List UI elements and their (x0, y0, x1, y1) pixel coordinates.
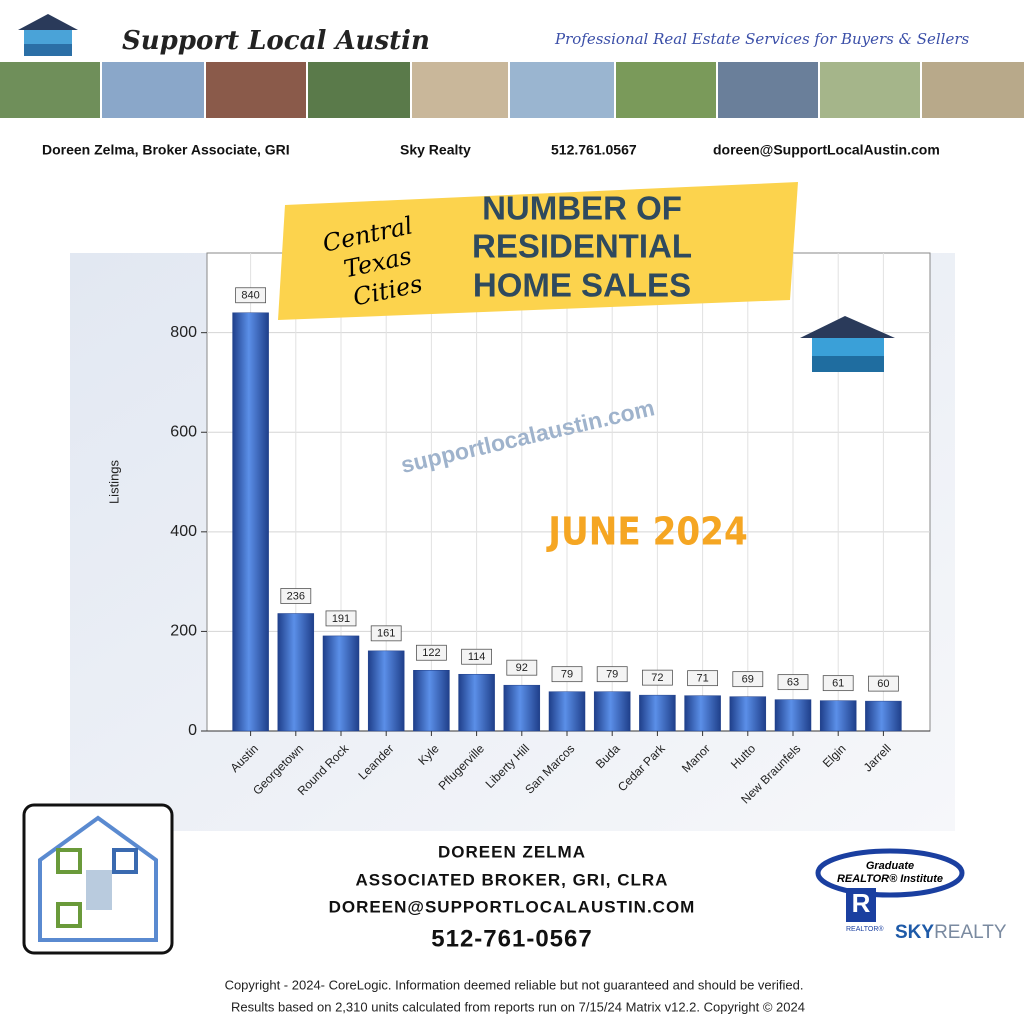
value-label-box (461, 648, 493, 665)
bar (367, 650, 405, 732)
chart-title: NUMBER OF (482, 190, 682, 227)
agent: Doreen Zelma, Broker Associate, GRI (42, 142, 290, 158)
value-label: 61 (832, 678, 844, 690)
sky-logo: SKYREALTY (895, 922, 1007, 943)
value-label-box (280, 588, 312, 604)
value-label: 191 (332, 613, 350, 625)
value-label-box (687, 670, 718, 687)
gri-logo: Graduate REALTOR® Institute R REALTOR® (815, 848, 965, 933)
bar (458, 673, 495, 732)
house-icon (800, 316, 895, 372)
value-label-box (732, 671, 764, 688)
y-tick-label: 400 (170, 523, 197, 540)
bar (503, 684, 541, 732)
contact-email: DOREEN@SUPPORTLOCALAUSTIN.COM (329, 897, 696, 916)
value-label-box (642, 669, 673, 686)
phone: 512.761.0567 (551, 142, 637, 158)
chart-title: HOME SALES (473, 267, 691, 304)
sky: SKY (895, 922, 934, 943)
contact-phone: 512-761-0567 (431, 925, 592, 952)
bar (548, 691, 586, 732)
email: doreen@SupportLocalAustin.com (713, 142, 940, 158)
plot-area (206, 252, 931, 732)
y-axis-label: Listings (106, 459, 121, 504)
value-label: 79 (606, 669, 618, 681)
photo-strip (0, 62, 1024, 118)
y-tick-label: 800 (170, 324, 197, 341)
house-logo (18, 14, 78, 56)
contact-role: ASSOCIATED BROKER, GRI, CLRA (356, 870, 669, 889)
title-banner (278, 182, 798, 320)
annotation: JUNE 2024 (546, 510, 747, 554)
value-label: 60 (877, 678, 889, 690)
value-label-box (415, 644, 447, 661)
value-label-box (370, 625, 402, 642)
value-label: 71 (696, 673, 708, 685)
value-label: 69 (742, 674, 754, 686)
value-label-box (596, 666, 628, 683)
value-label-box (325, 610, 357, 627)
svg-text:R: R (852, 888, 871, 918)
bar (593, 691, 631, 732)
value-label: 63 (787, 677, 799, 689)
qr-code (22, 803, 174, 955)
value-label-box (506, 659, 538, 676)
bar (277, 613, 315, 732)
value-label: 161 (377, 628, 395, 640)
tagline: Professional Real Estate Services for Bu… (554, 30, 970, 48)
value-label: 92 (516, 662, 528, 674)
value-label-box (551, 666, 583, 683)
bar (819, 700, 857, 732)
value-label-box (235, 287, 267, 304)
realtor-text: REALTOR® (846, 925, 884, 933)
contact-name: DOREEN ZELMA (438, 842, 586, 861)
gri-text: Graduate (866, 860, 914, 872)
bar (639, 694, 676, 732)
bar (774, 699, 812, 732)
brand: Support Local Austin (122, 26, 430, 56)
y-tick-label: 200 (170, 623, 197, 640)
bar (729, 696, 767, 732)
chart-title: RESIDENTIAL (472, 228, 692, 265)
value-label: 114 (468, 651, 486, 663)
value-label: 72 (651, 672, 663, 684)
bar (413, 670, 450, 732)
bar (322, 635, 360, 732)
bar (232, 312, 269, 732)
value-label-box (868, 675, 899, 692)
bar (684, 695, 721, 732)
realty: REALTY (934, 922, 1007, 943)
bar (865, 700, 902, 732)
value-label: 236 (287, 590, 305, 602)
value-label: 122 (422, 647, 440, 659)
value-label-box (777, 674, 809, 691)
company: Sky Realty (400, 142, 471, 158)
y-tick-label: 0 (188, 722, 197, 739)
value-label-box (822, 675, 854, 692)
value-label: 840 (241, 290, 259, 302)
footer-line: Copyright - 2024- CoreLogic. Information… (225, 977, 804, 992)
y-tick-label: 600 (170, 423, 197, 440)
value-label: 79 (561, 669, 573, 681)
gri-text: REALTOR® Institute (837, 873, 943, 885)
footer-line: Results based on 2,310 units calculated … (231, 999, 805, 1014)
